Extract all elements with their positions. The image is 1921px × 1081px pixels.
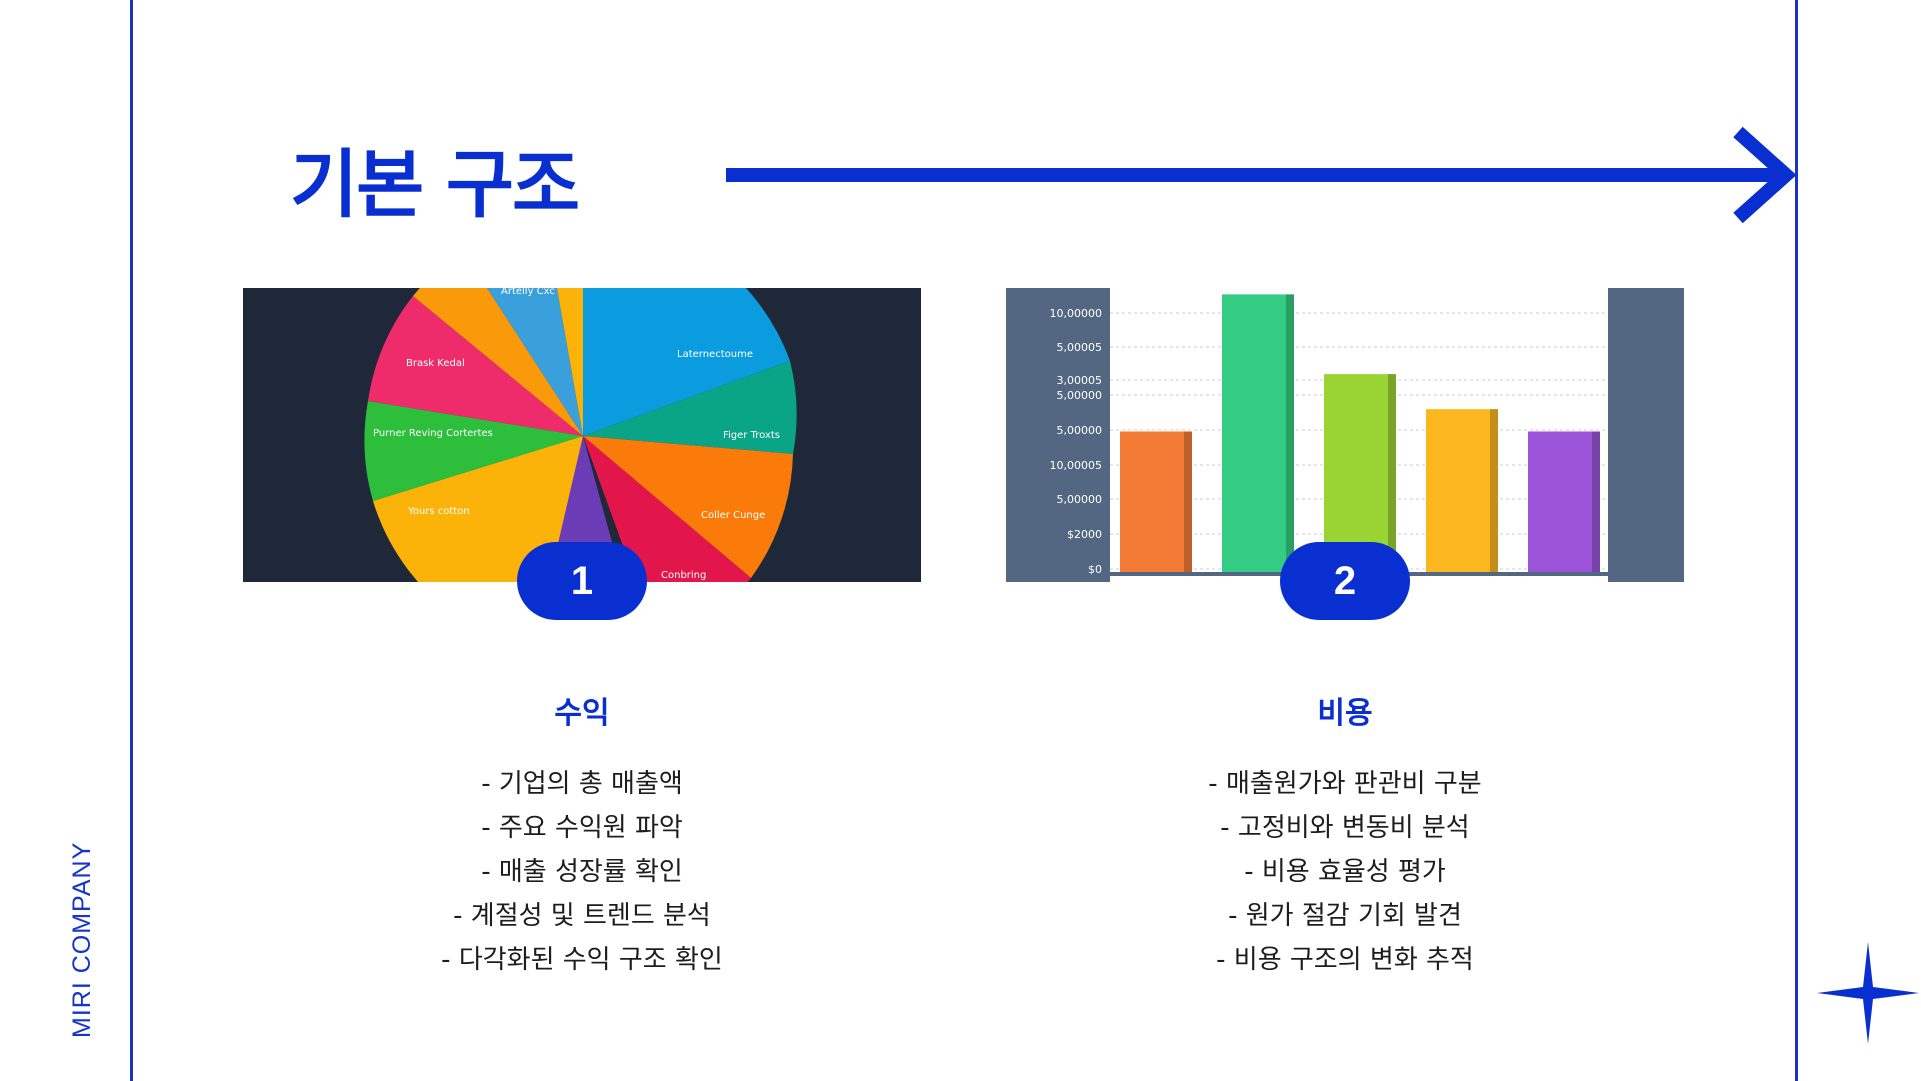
y-tick-label: $2000 — [1067, 528, 1102, 541]
y-tick-label: 10,00000 — [1050, 307, 1103, 320]
revenue-heading: 수익 — [554, 696, 610, 731]
pie-label: Yours cotton — [407, 506, 470, 517]
y-tick-label: 5,00000 — [1057, 493, 1103, 506]
y-tick-label: 5,00000 — [1057, 389, 1103, 402]
sparkle-star-icon — [1817, 942, 1919, 1044]
pie-label: Purner Reving Cortertes — [373, 428, 493, 439]
pie-label: Artelly Cxc — [501, 288, 555, 297]
cost-section: 비용 - 매출원가와 판관비 구분 - 고정비와 변동비 분석 - 비용 효율성… — [1065, 688, 1625, 982]
list-item: - 비용 구조의 변화 추적 — [1216, 945, 1474, 975]
list-item: - 매출 성장률 확인 — [481, 857, 683, 887]
revenue-section: 수익 - 기업의 총 매출액 - 주요 수익원 파악 - 매출 성장률 확인 -… — [302, 688, 862, 982]
list-item: - 다각화된 수익 구조 확인 — [441, 945, 723, 975]
brand-name: MIRI COMPANY — [68, 841, 96, 1038]
list-item: - 계절성 및 트렌드 분석 — [453, 901, 711, 931]
bar-chart-image: 10,00000 5,00005 3,00005 5,00000 5,00000 10,0… — [1006, 288, 1684, 582]
list-item: - 원가 절감 기회 발견 — [1228, 901, 1462, 931]
list-item: - 주요 수익원 파악 — [481, 813, 683, 843]
pie-label: Figer Troxts — [723, 430, 780, 441]
pie-label: Brask Kedal — [406, 358, 465, 369]
y-tick-label: $0 — [1088, 563, 1102, 576]
page-title: 기본 구조 — [290, 142, 580, 228]
list-item: - 기업의 총 매출액 — [481, 769, 683, 799]
revenue-list: - 기업의 총 매출액 - 주요 수익원 파악 - 매출 성장률 확인 - 계절… — [302, 762, 862, 982]
arrow-right-icon — [726, 126, 1797, 224]
section-badge-1: 1 — [517, 542, 647, 620]
cost-heading: 비용 — [1317, 696, 1373, 731]
bar — [1426, 409, 1498, 575]
list-item: - 매출원가와 판관비 구분 — [1208, 769, 1482, 799]
bar — [1222, 294, 1294, 575]
left-divider-line — [130, 0, 133, 1081]
bar — [1120, 431, 1192, 575]
cost-list: - 매출원가와 판관비 구분 - 고정비와 변동비 분석 - 비용 효율성 평가… — [1065, 762, 1625, 982]
list-item: - 고정비와 변동비 분석 — [1220, 813, 1470, 843]
list-item: - 비용 효율성 평가 — [1244, 857, 1446, 887]
y-tick-label: 3,00005 — [1057, 374, 1103, 387]
bar — [1528, 431, 1600, 575]
y-tick-label: 10,00005 — [1050, 459, 1103, 472]
pie-label: Laternectoume — [677, 349, 753, 360]
y-tick-label: 5,00000 — [1057, 424, 1103, 437]
pie-chart-image: Artelly Cxc Brask Kedal Purner Reving Co… — [243, 288, 921, 582]
section-badge-2: 2 — [1280, 542, 1410, 620]
right-divider-line — [1795, 0, 1798, 1081]
pie-label: Conbring — [661, 570, 706, 581]
pie-label: Coller Cunge — [701, 510, 765, 521]
y-tick-label: 5,00005 — [1057, 341, 1103, 354]
bar — [1324, 374, 1396, 575]
